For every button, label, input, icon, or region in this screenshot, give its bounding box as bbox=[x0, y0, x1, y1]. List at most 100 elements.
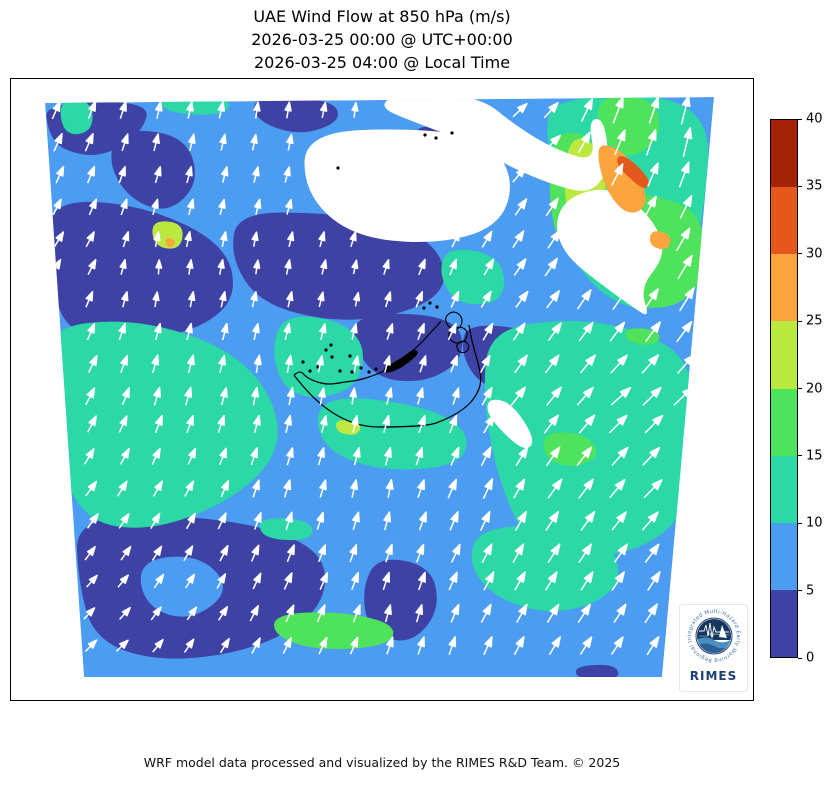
wind-arrow bbox=[249, 605, 259, 622]
wind-arrow bbox=[417, 636, 425, 655]
wind-arrow bbox=[87, 258, 97, 276]
colorbar-tick-mark bbox=[798, 320, 802, 322]
wind-arrow bbox=[612, 288, 628, 311]
wind-arrow bbox=[483, 571, 495, 591]
masked-terrain-region bbox=[384, 97, 608, 191]
colorbar-tick-mark bbox=[798, 657, 802, 659]
wind-arrow bbox=[316, 511, 325, 530]
wind-arrow bbox=[415, 446, 424, 466]
wind-arrow bbox=[450, 290, 460, 308]
wind-arrow bbox=[386, 636, 394, 655]
wind-arrow bbox=[352, 447, 361, 466]
wind-arrow bbox=[481, 386, 493, 406]
wind-arrow bbox=[252, 572, 262, 590]
wind-arrow bbox=[188, 291, 196, 308]
wind-arrow bbox=[351, 101, 359, 118]
wind-arrow bbox=[87, 100, 97, 120]
wind-map-svg bbox=[10, 78, 754, 701]
wind-arrow bbox=[480, 603, 492, 623]
wind-arrow bbox=[642, 446, 661, 466]
wind-arrow bbox=[154, 322, 162, 341]
wind-arrow bbox=[382, 259, 390, 275]
wind-arrow bbox=[647, 162, 659, 187]
title-line-local: 2026-03-25 04:00 @ Local Time bbox=[253, 53, 511, 72]
wind-arrow bbox=[84, 639, 98, 653]
wind-arrow bbox=[115, 639, 129, 652]
wind-arrow bbox=[118, 165, 126, 184]
wind-arrow bbox=[614, 129, 626, 156]
wind-arrow bbox=[483, 636, 493, 656]
wind-arrow bbox=[383, 355, 391, 373]
wind-arrow bbox=[647, 571, 661, 591]
colorbar-segment bbox=[771, 522, 797, 590]
wind-arrow bbox=[418, 414, 426, 433]
island-dot bbox=[338, 369, 342, 373]
uae-coastline bbox=[293, 131, 482, 428]
wind-arrow bbox=[642, 386, 662, 406]
colorbar-segment bbox=[771, 120, 797, 188]
wind-arrow bbox=[450, 355, 458, 373]
wind-arrow bbox=[449, 258, 458, 276]
wind-arrow bbox=[513, 258, 527, 276]
colorbar-tick-mark bbox=[798, 455, 802, 457]
wind-arrow bbox=[184, 386, 193, 406]
wind-arrow bbox=[483, 258, 495, 276]
colorbar-tick-label: 10 bbox=[806, 515, 823, 531]
colorbar bbox=[770, 119, 798, 658]
wind-arrow bbox=[151, 447, 161, 465]
wind-arrow bbox=[546, 386, 562, 406]
wind-arrow bbox=[318, 544, 327, 563]
wind-speed-region bbox=[484, 321, 698, 557]
wind-arrow bbox=[285, 354, 293, 373]
wind-arrow bbox=[253, 259, 261, 275]
wind-arrow bbox=[580, 571, 594, 591]
wind-arrow bbox=[679, 195, 693, 219]
wind-arrow bbox=[613, 603, 627, 624]
wind-arrow bbox=[576, 446, 593, 467]
wind-speed-region bbox=[354, 313, 463, 382]
wind-arrow bbox=[285, 198, 293, 215]
wind-arrow bbox=[545, 510, 560, 531]
wind-arrow bbox=[609, 478, 626, 499]
island-dot bbox=[374, 367, 378, 371]
wind-arrow bbox=[183, 545, 194, 562]
wind-arrow bbox=[221, 322, 229, 341]
wind-arrow bbox=[350, 479, 359, 498]
wind-arrow bbox=[548, 636, 561, 656]
wind-arrow bbox=[383, 511, 392, 531]
wind-arrow bbox=[117, 574, 129, 588]
island-dot bbox=[330, 355, 334, 359]
wind-arrow bbox=[417, 322, 425, 341]
wind-arrow bbox=[252, 322, 260, 341]
wind-arrow bbox=[449, 511, 459, 531]
wind-arrow bbox=[121, 291, 129, 308]
wind-arrow bbox=[415, 290, 424, 308]
wind-arrow bbox=[547, 478, 563, 499]
wind-arrow bbox=[351, 259, 359, 275]
wind-arrow bbox=[646, 636, 660, 656]
wind-arrow bbox=[120, 354, 128, 373]
wind-arrow bbox=[479, 354, 491, 373]
wind-arrow bbox=[118, 513, 130, 529]
wind-arrow bbox=[52, 198, 62, 216]
wind-arrow bbox=[481, 230, 493, 248]
wind-speed-region bbox=[575, 664, 619, 677]
wind-arrow bbox=[185, 165, 193, 184]
wind-arrow bbox=[219, 133, 227, 151]
wind-arrow bbox=[545, 446, 561, 467]
wind-arrow bbox=[382, 571, 391, 591]
wind-arrow bbox=[644, 543, 660, 563]
wind-arrow bbox=[682, 127, 693, 158]
wind-arrow bbox=[547, 229, 561, 249]
wind-arrow bbox=[545, 197, 559, 217]
colorbar-tick-label: 20 bbox=[806, 381, 823, 396]
wind-arrow bbox=[184, 231, 192, 248]
wind-arrow bbox=[188, 133, 196, 151]
wind-arrow bbox=[482, 478, 494, 500]
wind-arrow bbox=[151, 198, 159, 216]
wind-arrow bbox=[320, 101, 328, 119]
wind-arrow bbox=[187, 198, 195, 216]
wind-arrow bbox=[121, 387, 130, 406]
wind-arrow bbox=[287, 231, 295, 247]
wind-arrow bbox=[253, 511, 262, 530]
